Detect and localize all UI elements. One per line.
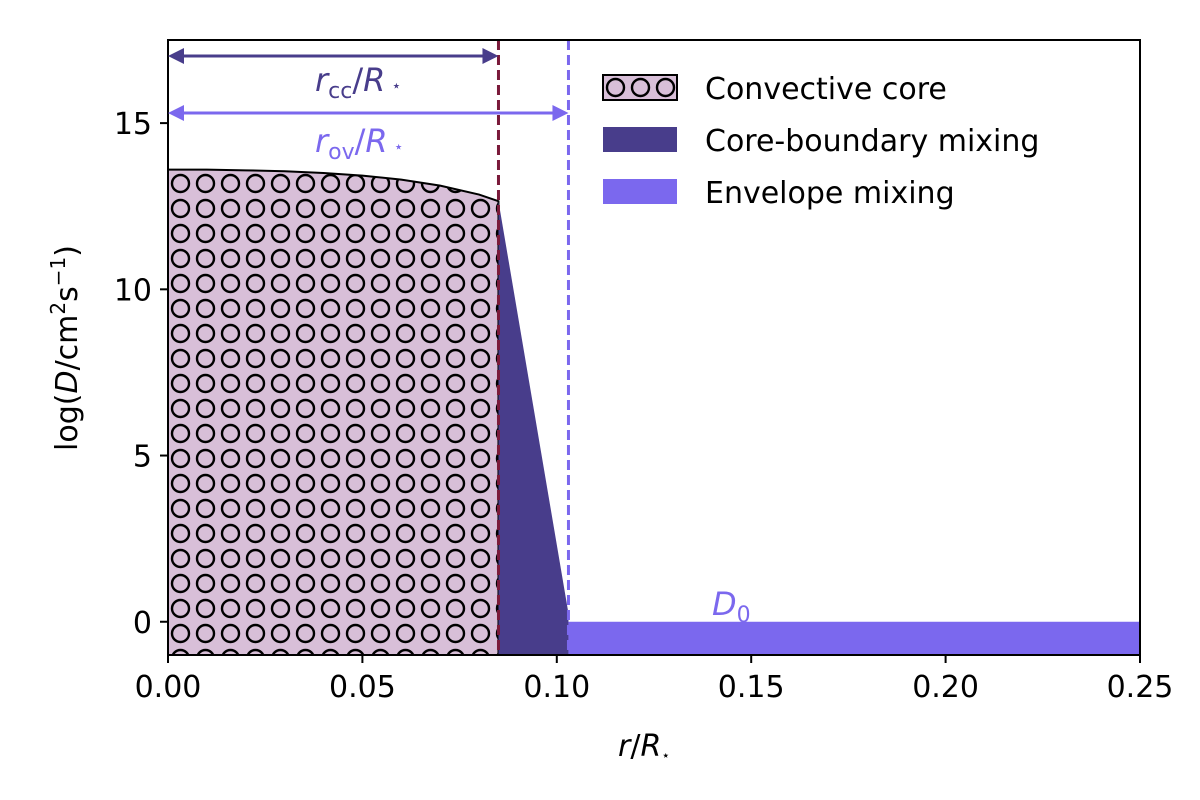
legend: Convective core Core-boundary mixing Env… (602, 72, 1039, 211)
legend-swatch-core-boundary-mixing (603, 127, 677, 152)
convective-core-area (168, 168, 500, 655)
axes-frame (167, 39, 1141, 656)
x-tick-label: 0.25 (1107, 670, 1174, 705)
core-boundary-mixing-area (498, 201, 569, 655)
x-axis-ticks: 0.00 0.05 0.10 0.15 0.20 0.25 (135, 655, 1174, 705)
x-tick-label: 0.00 (135, 670, 202, 705)
y-tick-label: 10 (114, 273, 152, 308)
legend-label-core-boundary-mixing: Core-boundary mixing (705, 124, 1039, 159)
legend-label-convective-core: Convective core (705, 72, 947, 107)
y-tick-label: 15 (114, 107, 152, 142)
r-ov-arrow (168, 105, 569, 121)
y-axis-label: log(D/cm2s−1) (46, 245, 85, 451)
y-axis-ticks: 0 5 10 15 (114, 107, 168, 641)
x-axis-label: r/R⋆ (618, 729, 670, 764)
r-cc-arrow (168, 48, 499, 64)
legend-swatch-envelope-mixing (603, 179, 677, 204)
legend-swatch-convective-core (602, 74, 678, 101)
r-ov-label: rov/R ⋆ (315, 122, 404, 165)
legend-label-envelope-mixing: Envelope mixing (705, 176, 955, 211)
x-tick-label: 0.05 (329, 670, 396, 705)
plot-area (168, 40, 1140, 655)
x-tick-label: 0.20 (912, 670, 979, 705)
y-tick-label: 5 (133, 440, 152, 475)
envelope-mixing-area (568, 621, 1140, 655)
x-tick-label: 0.15 (718, 670, 785, 705)
d0-label: D0 (712, 585, 751, 628)
y-tick-label: 0 (133, 606, 152, 641)
r-cc-label: rcc/R ⋆ (315, 61, 401, 104)
x-tick-label: 0.10 (523, 670, 590, 705)
